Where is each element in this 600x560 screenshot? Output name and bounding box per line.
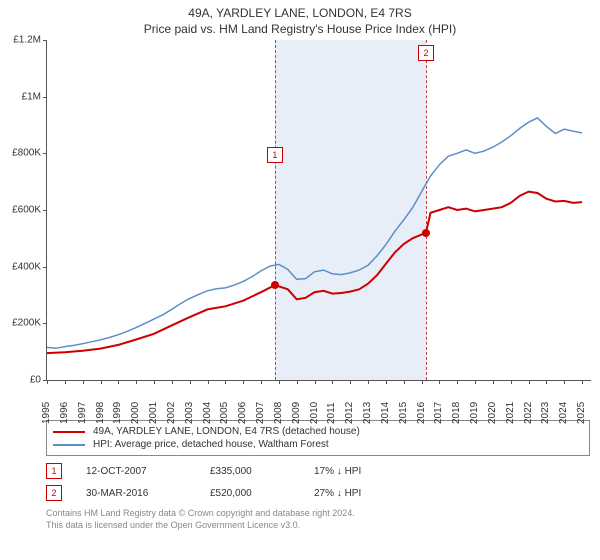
x-tick-label: 2018	[451, 382, 462, 424]
x-tick-label: 2025	[576, 382, 587, 424]
y-tick-label: £0	[1, 375, 41, 386]
x-tick-label: 2015	[398, 382, 409, 424]
transaction-badge: 2	[46, 485, 62, 501]
series-svg	[47, 40, 591, 380]
x-axis-labels: 1995199619971998199920002001200220032004…	[46, 380, 590, 416]
x-tick-label: 2006	[237, 382, 248, 424]
x-tick-label: 2019	[469, 382, 480, 424]
x-tick-label: 2021	[505, 382, 516, 424]
transaction-diff: 17% ↓ HPI	[314, 466, 394, 477]
x-tick-label: 2010	[309, 382, 320, 424]
transaction-row: 2 30-MAR-2016 £520,000 27% ↓ HPI	[46, 482, 590, 504]
transaction-date: 12-OCT-2007	[86, 466, 186, 477]
footer-line2: This data is licensed under the Open Gov…	[46, 520, 590, 532]
x-tick-label: 2008	[273, 382, 284, 424]
subtitle: Price paid vs. HM Land Registry's House …	[0, 20, 600, 40]
x-tick-label: 2020	[487, 382, 498, 424]
x-tick-label: 2017	[433, 382, 444, 424]
legend-label: 49A, YARDLEY LANE, LONDON, E4 7RS (detac…	[93, 426, 360, 437]
legend-swatch	[53, 431, 85, 433]
chart-plot: £0£200K£400K£600K£800K£1M£1.2M12	[46, 40, 590, 380]
footer-line1: Contains HM Land Registry data © Crown c…	[46, 508, 590, 520]
y-tick-label: £1.2M	[1, 35, 41, 46]
x-tick-label: 2016	[416, 382, 427, 424]
y-tick-label: £200K	[1, 318, 41, 329]
legend: 49A, YARDLEY LANE, LONDON, E4 7RS (detac…	[46, 420, 590, 456]
series-hpi	[47, 118, 582, 348]
x-tick-label: 2011	[326, 382, 337, 424]
x-tick-label: 2012	[344, 382, 355, 424]
marker-dot	[271, 281, 279, 289]
y-tick-label: £800K	[1, 148, 41, 159]
legend-item: HPI: Average price, detached house, Walt…	[53, 438, 583, 451]
marker-dot	[422, 229, 430, 237]
x-tick-label: 2001	[148, 382, 159, 424]
x-tick-label: 1999	[112, 382, 123, 424]
x-tick-label: 2007	[255, 382, 266, 424]
legend-item: 49A, YARDLEY LANE, LONDON, E4 7RS (detac…	[53, 425, 583, 438]
x-tick-label: 2002	[166, 382, 177, 424]
footer-attribution: Contains HM Land Registry data © Crown c…	[46, 508, 590, 531]
legend-swatch	[53, 444, 85, 446]
x-tick-label: 2024	[558, 382, 569, 424]
transactions-table: 1 12-OCT-2007 £335,000 17% ↓ HPI 2 30-MAR-201…	[46, 460, 590, 504]
address-title: 49A, YARDLEY LANE, LONDON, E4 7RS	[0, 0, 600, 20]
y-tick-label: £1M	[1, 91, 41, 102]
x-tick-label: 2004	[202, 382, 213, 424]
transaction-diff: 27% ↓ HPI	[314, 488, 394, 499]
chart-container: 49A, YARDLEY LANE, LONDON, E4 7RS Price …	[0, 0, 600, 560]
x-tick-label: 2023	[540, 382, 551, 424]
x-tick-label: 1996	[59, 382, 70, 424]
x-tick-label: 2022	[523, 382, 534, 424]
x-tick-label: 1995	[41, 382, 52, 424]
transaction-badge: 1	[46, 463, 62, 479]
x-tick-label: 2013	[362, 382, 373, 424]
marker-badge: 2	[418, 45, 434, 61]
x-tick-label: 2000	[130, 382, 141, 424]
legend-label: HPI: Average price, detached house, Walt…	[93, 439, 329, 450]
transaction-date: 30-MAR-2016	[86, 488, 186, 499]
y-tick-label: £600K	[1, 205, 41, 216]
marker-badge: 1	[267, 147, 283, 163]
transaction-price: £520,000	[210, 488, 290, 499]
transaction-price: £335,000	[210, 466, 290, 477]
x-tick-label: 2005	[219, 382, 230, 424]
x-tick-label: 1997	[77, 382, 88, 424]
transaction-row: 1 12-OCT-2007 £335,000 17% ↓ HPI	[46, 460, 590, 482]
x-tick-label: 1998	[95, 382, 106, 424]
x-tick-label: 2014	[380, 382, 391, 424]
x-tick-label: 2009	[291, 382, 302, 424]
y-tick-label: £400K	[1, 261, 41, 272]
x-tick-label: 2003	[184, 382, 195, 424]
